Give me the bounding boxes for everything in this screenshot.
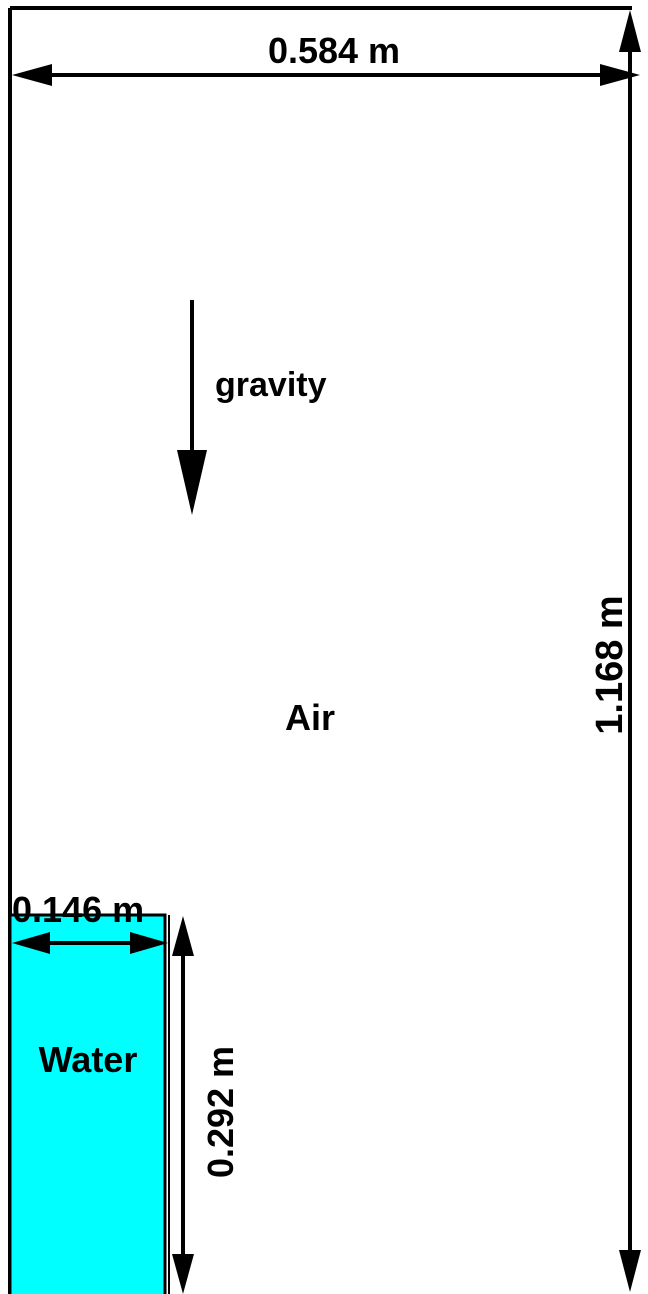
height-label: 1.168 m bbox=[589, 595, 631, 734]
water-width-label: 0.146 m bbox=[12, 889, 144, 930]
arrowhead bbox=[619, 10, 641, 52]
water-label: Water bbox=[39, 1039, 138, 1080]
arrowhead bbox=[12, 932, 50, 954]
air-label: Air bbox=[285, 697, 335, 738]
water-height-label: 0.292 m bbox=[200, 1046, 241, 1178]
arrowhead bbox=[172, 1254, 194, 1294]
water-column bbox=[8, 913, 167, 1294]
arrowhead bbox=[177, 450, 207, 515]
arrowhead bbox=[619, 1250, 641, 1292]
width-label: 0.584 m bbox=[268, 30, 400, 71]
arrowhead bbox=[130, 932, 168, 954]
gravity-label: gravity bbox=[215, 366, 327, 404]
arrowhead bbox=[172, 916, 194, 956]
arrowhead bbox=[600, 64, 640, 86]
arrowhead bbox=[12, 64, 52, 86]
